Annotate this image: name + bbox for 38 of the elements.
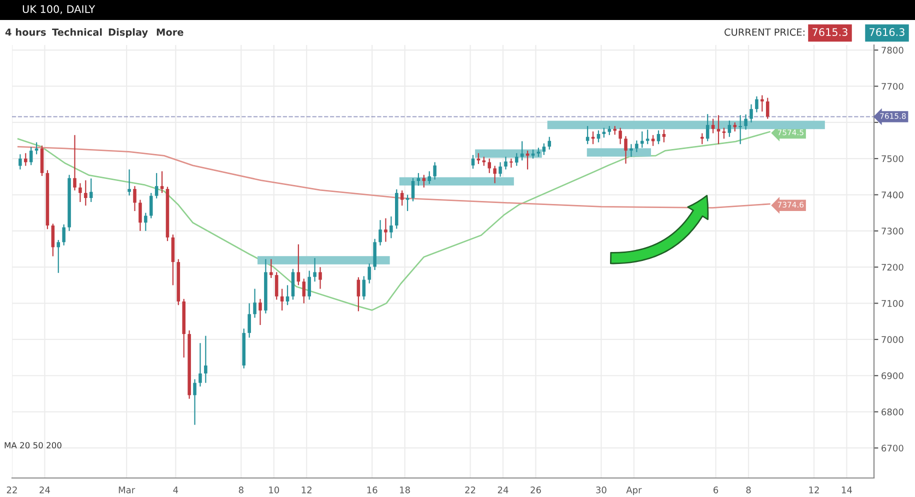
text: Display	[108, 28, 148, 38]
text: 7615.3	[812, 28, 848, 36]
x-tick-label: 22	[6, 486, 17, 494]
x-tick-label: 12	[809, 486, 819, 494]
x-tick-label: 18	[400, 486, 410, 494]
y-tick-label: 6900	[882, 372, 904, 380]
y-tick-label: 7500	[882, 155, 904, 162]
y-tick-label: 7200	[882, 264, 904, 271]
y-tick-label: 7000	[882, 336, 904, 344]
text: CURRENT PRICE:	[724, 28, 804, 36]
x-tick-label: 4	[173, 486, 178, 494]
x-tick-label: 24	[498, 486, 508, 494]
y-tick-label: 7700	[882, 82, 904, 90]
x-tick-label: 22	[465, 486, 476, 494]
text: 7616.3	[870, 28, 904, 36]
y-tick-label: 7400	[882, 191, 904, 198]
x-tick-label: 6	[714, 486, 718, 494]
y-tick-label: 7800	[882, 46, 904, 54]
text: 4 hours	[5, 28, 46, 36]
x-tick-label: 16	[367, 486, 378, 494]
x-tick-label: Mar	[118, 486, 136, 494]
annotation: MA 20 50 200	[4, 442, 62, 448]
x-tick-label: 10	[269, 486, 280, 494]
x-tick-label: 24	[40, 486, 50, 494]
x-tick-label: 30	[596, 486, 606, 494]
x-tick-label: 8	[746, 486, 751, 494]
y-tick-label: 6800	[882, 408, 904, 416]
text: More	[156, 28, 184, 36]
y-tick-label: 7300	[882, 228, 904, 234]
x-tick-label: 12	[302, 486, 312, 494]
y-tick-label: 6700	[882, 444, 904, 452]
y-tick-label: 7100	[882, 300, 904, 307]
x-tick-label: 26	[530, 486, 541, 494]
x-tick-label: 14	[842, 486, 852, 494]
x-tick-label: Apr	[626, 486, 642, 496]
x-tick-label: 8	[238, 486, 244, 494]
chart-title: UK 100, DAILY	[22, 5, 96, 14]
text: Technical	[52, 28, 102, 36]
